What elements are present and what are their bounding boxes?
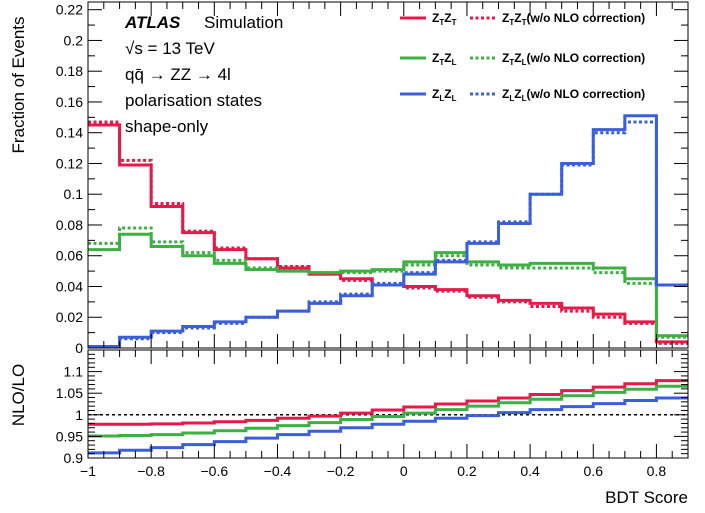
legend-entry-zlzl: ZLZL (400, 87, 457, 103)
upper-y-tick-label: 0.22 (56, 2, 83, 18)
legend-subscript: L (452, 94, 457, 103)
annotation-simulation: Simulation (204, 13, 283, 32)
upper-y-tick-label: 0.12 (56, 155, 83, 171)
legend-subscript: T (509, 18, 514, 27)
upper-y-tick-label: 0.04 (56, 278, 83, 294)
x-tick-label: −0.8 (137, 463, 165, 479)
ratio-zlzl (88, 396, 688, 455)
lower-y-tick-label: 0.95 (56, 428, 83, 444)
x-tick-label: 0.4 (520, 463, 540, 479)
x-tick-label: 0.6 (584, 463, 604, 479)
legend-entry-ztzt-w-o-nlo-correction-: ZTZT(w/o NLO correction) (470, 11, 645, 27)
legend-text: Z (502, 51, 509, 65)
lower-y-axis-title: NLO/LO (9, 364, 28, 426)
upper-y-tick-label: 0 (75, 340, 83, 356)
legend-text: Z (502, 11, 509, 25)
annotation-shape-only: shape-only (125, 117, 209, 136)
lower-y-tick-label: 1.1 (64, 364, 84, 380)
upper-y-tick-label: 0.06 (56, 248, 83, 264)
legend-subscript: L (509, 94, 514, 103)
x-tick-label: 0.8 (647, 463, 667, 479)
legend-text: Z (444, 51, 451, 65)
x-tick-label: −0.2 (327, 463, 355, 479)
legend-subscript: T (509, 58, 514, 67)
legend-text: Z (514, 87, 521, 101)
legend-label: ZTZT(w/o NLO correction) (502, 11, 645, 27)
upper-y-tick-label: 0.1 (64, 186, 84, 202)
legend-entry-ztzt: ZTZT (400, 11, 457, 27)
lower-plot-area (88, 379, 688, 455)
legend-label: ZTZL(w/o NLO correction) (502, 51, 645, 67)
legend-entry-ztzl: ZTZL (400, 51, 457, 67)
ratio-ztzt (88, 379, 688, 426)
legend-text: (w/o NLO correction) (526, 51, 645, 65)
legend-text: Z (432, 11, 439, 25)
x-tick-label: 0 (400, 463, 408, 479)
upper-plot-area (88, 114, 688, 348)
legend-subscript: T (522, 18, 527, 27)
upper-y-tick-label: 0.08 (56, 217, 83, 233)
legend-text: (w/o NLO correction) (526, 87, 645, 101)
annotation-experiment: ATLAS (124, 13, 181, 32)
x-axis-title: BDT Score (605, 488, 688, 507)
upper-panel: 0 0.02 0.04 0.06 0.08 0.1 0.12 0.14 0.16 0.18 0.2 0… (9, 1, 689, 356)
upper-y-tick-label: 0.2 (64, 32, 84, 48)
legend-label: ZTZL (432, 51, 457, 67)
ratio-ztzl (88, 384, 688, 438)
legend-text: Z (514, 51, 521, 65)
upper-y-tick-label: 0.16 (56, 94, 83, 110)
legend-text: Z (514, 11, 521, 25)
series-ztzl-w-o-nlo-correction- (88, 226, 688, 339)
legend-subscript: L (522, 94, 527, 103)
lower-y-tick-label: 1.05 (56, 385, 83, 401)
annotation-energy: √s = 13 TeV (125, 39, 215, 58)
legend-text: Z (444, 87, 451, 101)
series-ztzt-w-o-nlo-correction- (88, 120, 688, 345)
series-zlzl-w-o-nlo-correction- (88, 120, 688, 348)
lower-y-tick-label: 0.9 (64, 450, 84, 466)
legend-label: ZLZL (432, 87, 457, 103)
legend-subscript: L (452, 58, 457, 67)
x-tick-label: −0.4 (264, 463, 292, 479)
series-ztzt (88, 123, 688, 344)
lower-axes: 0.9 0.95 1 1.05 1.1 −1 −0.8 −0.6 −0.4 −0.2 0 0.2 0.4… (56, 349, 689, 479)
x-tick-label: −1 (80, 463, 96, 479)
upper-axes: 0 0.02 0.04 0.06 0.08 0.1 0.12 0.14 0.16 0.18 0.2 0… (56, 1, 689, 356)
x-tick-label: 0.2 (457, 463, 477, 479)
legend-subscript: T (452, 18, 457, 27)
legend-subscript: L (439, 94, 444, 103)
series-zlzl (88, 114, 688, 348)
series-ztzl (88, 232, 688, 338)
annotation-polarisation: polarisation states (125, 91, 262, 110)
legend-label: ZLZL(w/o NLO correction) (502, 87, 645, 103)
annotation-process: qq̄ → ZZ → 4l (125, 65, 231, 84)
upper-y-axis-title: Fraction of Events (9, 16, 28, 153)
legend-subscript: T (439, 58, 444, 67)
upper-y-tick-label: 0.14 (56, 125, 83, 141)
legend-entry-zlzl-w-o-nlo-correction-: ZLZL(w/o NLO correction) (470, 87, 645, 103)
upper-y-tick-label: 0.02 (56, 309, 83, 325)
legend-text: Z (502, 87, 509, 101)
legend: ZTZT ZTZT(w/o NLO correction)ZTZL ZTZL(w/o… (400, 11, 645, 103)
legend-text: Z (444, 11, 451, 25)
legend-label: ZTZT (432, 11, 457, 27)
legend-text: (w/o NLO correction) (526, 11, 645, 25)
legend-subscript: L (522, 58, 527, 67)
lower-panel: 0.9 0.95 1 1.05 1.1 −1 −0.8 −0.6 −0.4 −0.2 0 0.2 0.4… (9, 349, 689, 507)
lower-y-tick-label: 1 (75, 407, 83, 423)
annotation-block: ATLAS Simulation √s = 13 TeV qq̄ → ZZ → … (124, 13, 283, 136)
legend-text: Z (432, 51, 439, 65)
legend-entry-ztzl-w-o-nlo-correction-: ZTZL(w/o NLO correction) (470, 51, 645, 67)
legend-text: Z (432, 87, 439, 101)
x-tick-label: −0.6 (200, 463, 228, 479)
upper-y-tick-label: 0.18 (56, 63, 83, 79)
legend-subscript: T (439, 18, 444, 27)
